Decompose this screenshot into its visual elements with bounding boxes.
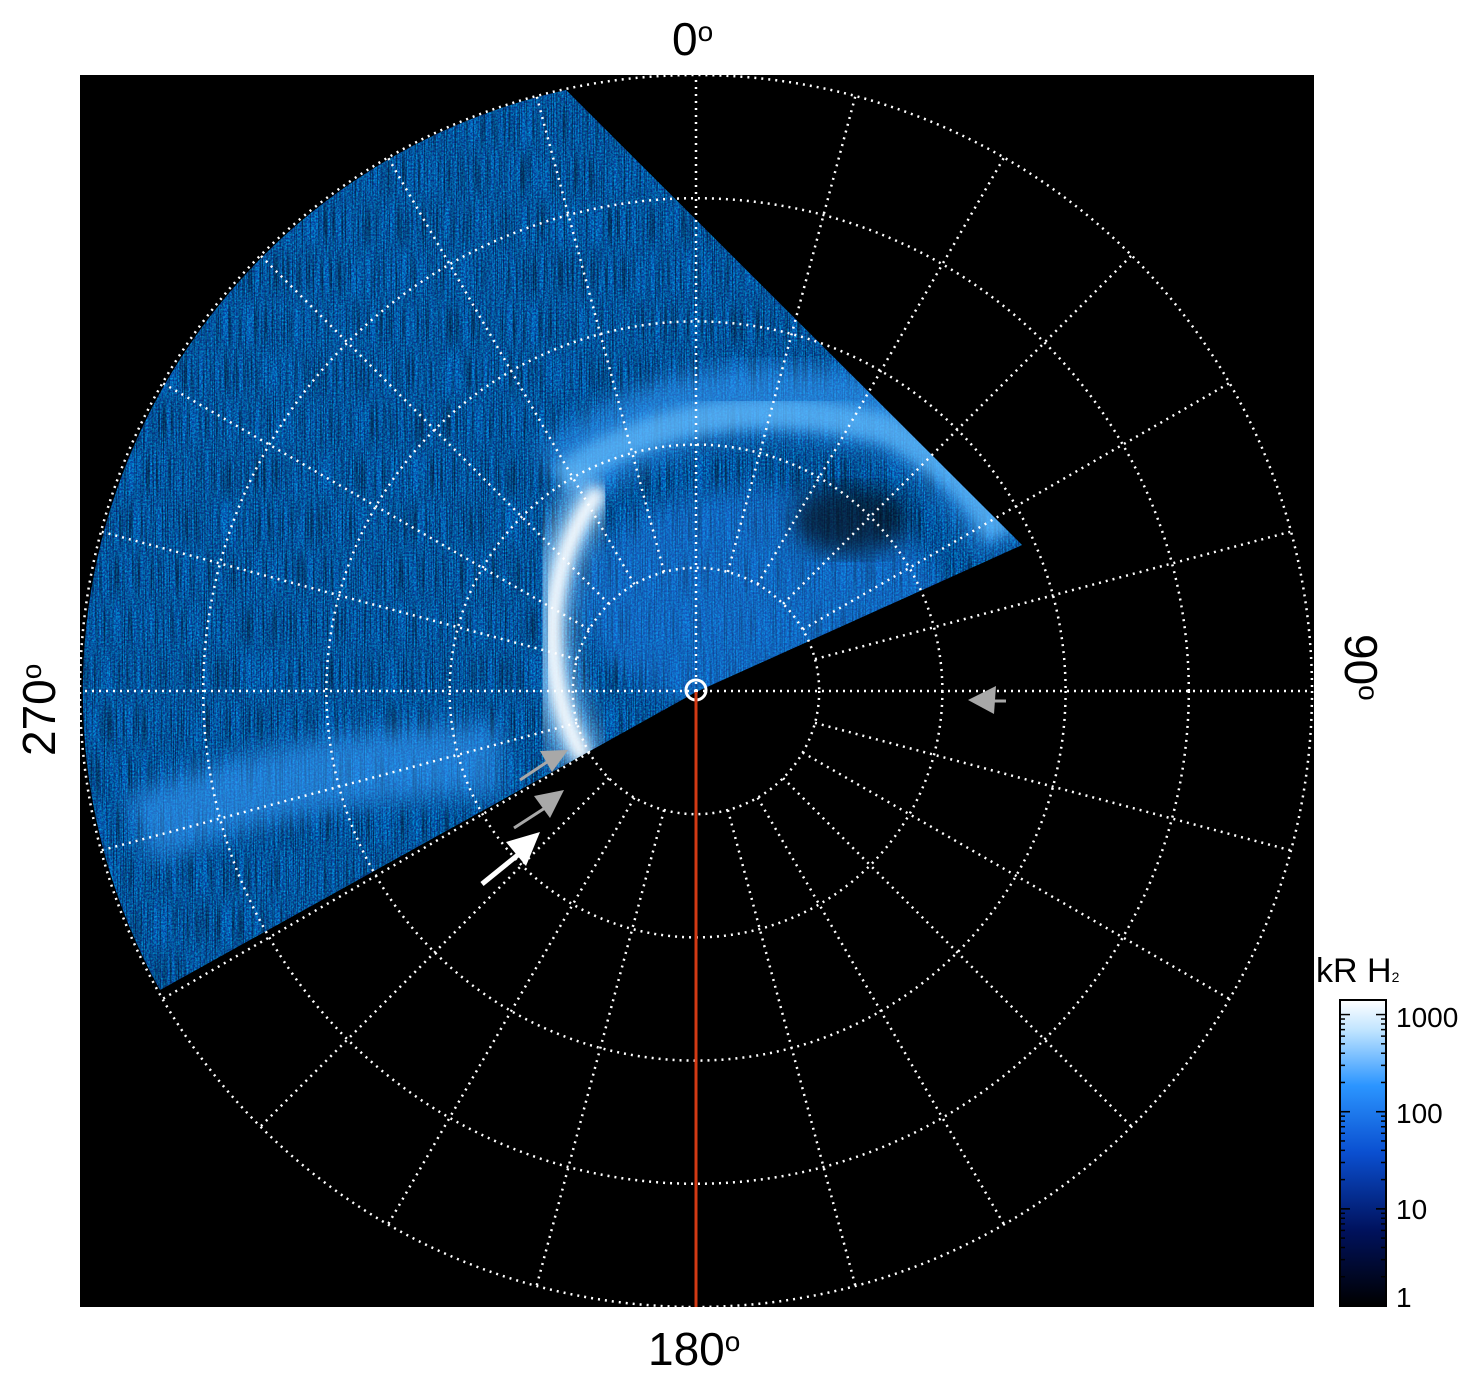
longitude-line: [802, 381, 1231, 631]
longitude-line: [782, 777, 1133, 1128]
longitude-line: [726, 809, 857, 1287]
colorbar-title: kR H2: [1316, 952, 1400, 990]
longitude-line: [726, 95, 857, 573]
colorbar-tick-label: 1000: [1396, 1002, 1459, 1033]
longitude-line: [100, 721, 578, 852]
colorbar-tick-label: 1: [1396, 1282, 1412, 1313]
latitude-circle: [571, 566, 821, 816]
axis-label-top: 0o: [672, 13, 714, 65]
arrow-icon: [519, 750, 568, 782]
colorbar: [1339, 999, 1387, 1307]
longitude-line: [814, 721, 1292, 852]
colorbar-tick-label: 10: [1396, 1194, 1428, 1225]
longitude-line: [259, 254, 610, 605]
longitude-line: [782, 254, 1133, 605]
longitude-line: [756, 797, 1006, 1226]
longitude-line: [814, 530, 1292, 661]
longitude-line: [802, 751, 1231, 1001]
axis-label-left: 270o: [13, 663, 65, 756]
longitude-line: [386, 797, 636, 1226]
axis-label-bottom: 180o: [648, 1323, 741, 1375]
longitude-line: [161, 751, 590, 1001]
axis-label-right: 90o: [1335, 634, 1387, 701]
longitude-line: [535, 95, 666, 573]
longitude-line: [535, 809, 666, 1287]
arrow-icon: [513, 790, 564, 830]
latitude-circle: [325, 320, 1067, 1062]
colorbar-tick-label: 100: [1396, 1098, 1443, 1129]
arrow-icon: [968, 686, 1006, 714]
longitude-line: [100, 530, 578, 661]
longitude-line: [756, 156, 1006, 585]
longitude-line: [386, 156, 636, 585]
latitude-circle: [201, 196, 1191, 1186]
arrow-icon: [480, 832, 540, 886]
colorbar-ticks: [1340, 1013, 1386, 1307]
longitude-line: [161, 381, 590, 631]
longitude-line: [259, 777, 610, 1128]
